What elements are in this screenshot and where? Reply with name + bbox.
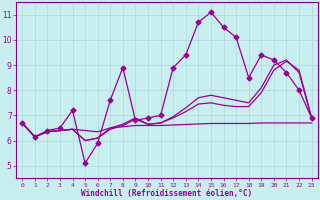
X-axis label: Windchill (Refroidissement éolien,°C): Windchill (Refroidissement éolien,°C) [81, 189, 252, 198]
